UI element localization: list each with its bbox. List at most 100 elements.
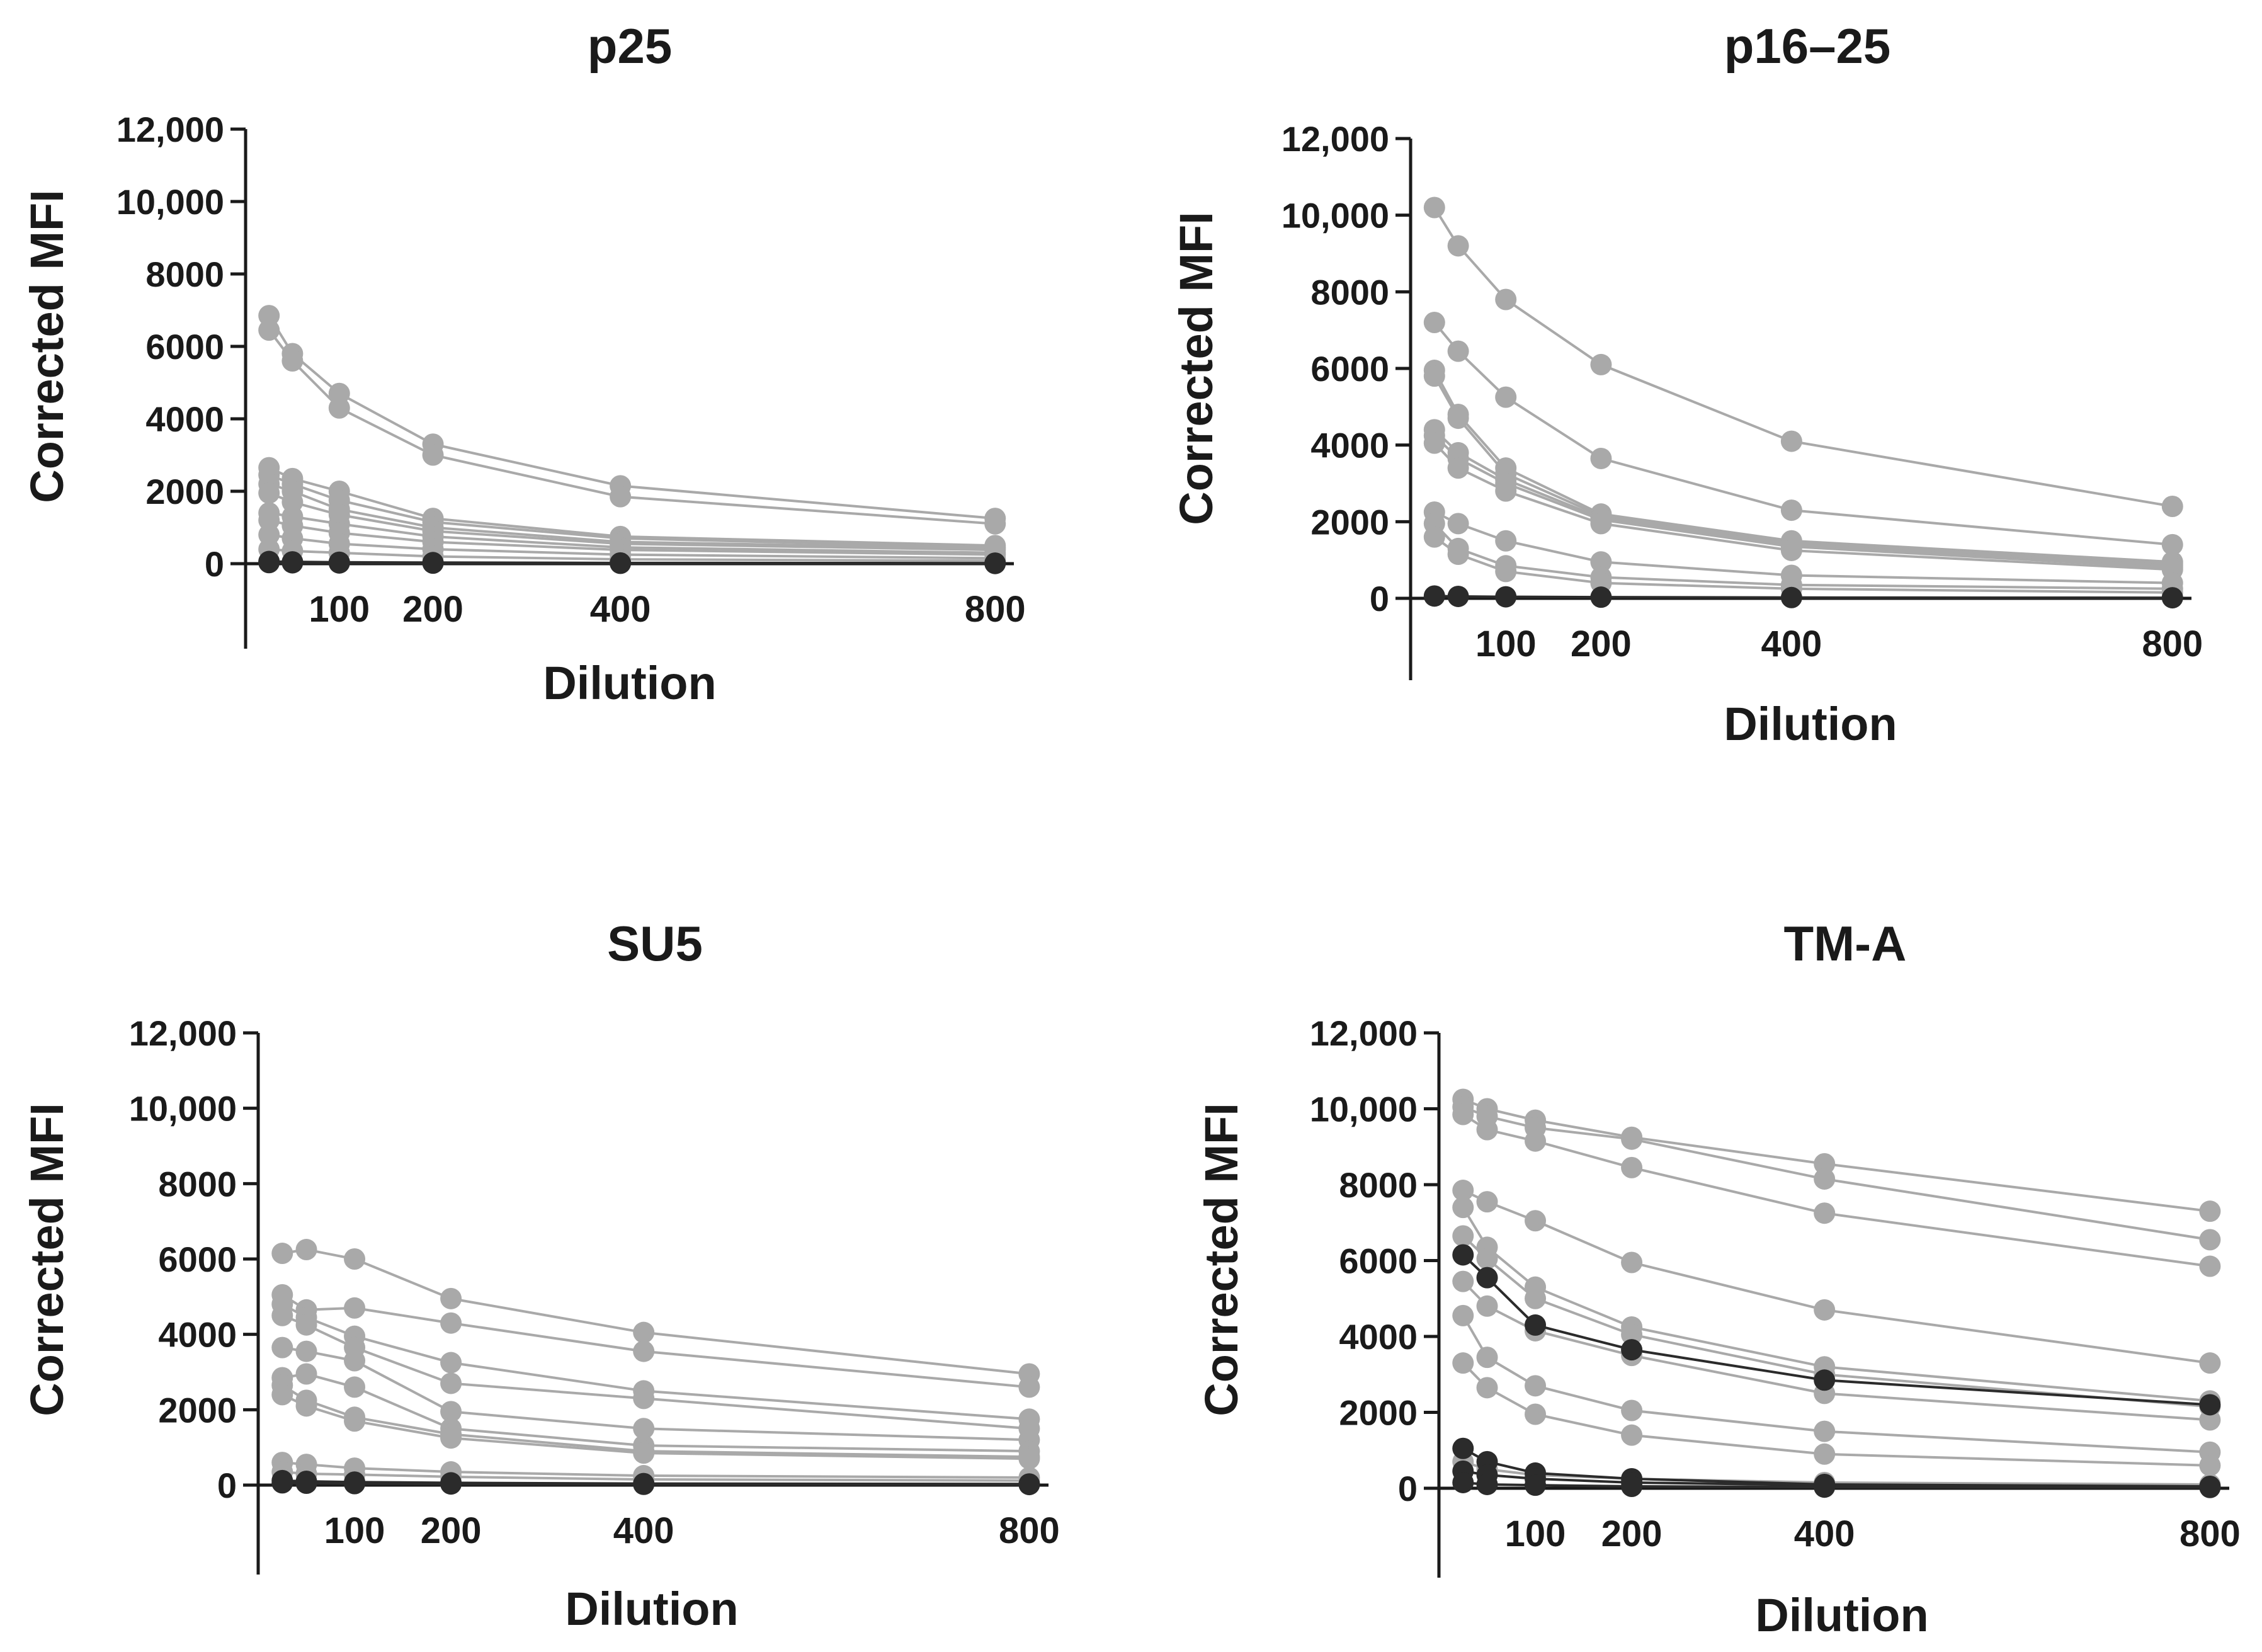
data-point (1447, 340, 1469, 362)
series-su5-s4 (271, 1304, 1040, 1440)
data-point (1423, 526, 1445, 548)
data-point (1621, 1339, 1643, 1361)
data-point (2161, 533, 2183, 555)
data-point (1476, 1119, 1498, 1141)
data-point (1452, 1352, 1474, 1374)
data-point (440, 1372, 462, 1394)
y-tick-label: 2000 (158, 1390, 237, 1430)
series-line (1462, 1254, 2210, 1406)
series-line (1433, 370, 2173, 564)
data-point (1452, 1244, 1474, 1266)
series-tma-n1 (1452, 1244, 2221, 1416)
data-point (344, 1473, 366, 1495)
data-point (2199, 1229, 2221, 1251)
data-point (295, 1314, 317, 1336)
data-point (440, 1401, 462, 1423)
data-point (1476, 1473, 1498, 1495)
data-point (633, 1321, 655, 1343)
data-point (1476, 1377, 1498, 1399)
y-tick-label: 6000 (145, 327, 224, 367)
series-line (1462, 1362, 2210, 1467)
series-line (281, 1248, 1030, 1376)
series-p25-s2 (258, 319, 1006, 535)
series-line (269, 561, 996, 565)
series-tma-s7 (1452, 1270, 2221, 1431)
x-tick-label: 800 (999, 1510, 1060, 1551)
y-tick-label: 4000 (145, 399, 224, 439)
data-point (2199, 1409, 2221, 1431)
data-point (633, 1340, 655, 1362)
x-tick-label: 400 (1794, 1513, 1855, 1554)
data-point (1452, 1180, 1474, 1202)
data-point (1018, 1376, 1040, 1398)
data-point (1525, 1130, 1547, 1152)
x-tick-label: 800 (965, 589, 1026, 630)
y-tick-label: 10,000 (1282, 196, 1389, 236)
data-point (271, 1472, 293, 1494)
series-tma-s8 (1452, 1304, 2221, 1463)
data-point (1621, 1475, 1643, 1497)
data-point (1495, 288, 1517, 310)
data-point (633, 1387, 655, 1410)
series-line (1433, 435, 2173, 569)
data-point (1476, 1248, 1498, 1270)
data-point (295, 1239, 317, 1261)
data-point (422, 552, 444, 574)
x-tick-label: 200 (1571, 624, 1632, 664)
data-point (344, 1248, 366, 1270)
data-point (271, 1336, 293, 1359)
y-tick-label: 8000 (145, 254, 224, 294)
data-point (633, 1418, 655, 1440)
data-point (440, 1473, 462, 1495)
series-group (1423, 197, 2183, 609)
series-tma-s9 (1452, 1352, 2221, 1476)
data-point (1447, 585, 1469, 607)
data-point (344, 1350, 366, 1372)
series-group (271, 1239, 1040, 1496)
data-point (440, 1352, 462, 1374)
x-axis-label: Dilution (543, 657, 716, 709)
series-tma-s2 (1452, 1096, 2221, 1251)
x-tick-label: 100 (324, 1510, 385, 1551)
panel-title: TM-A (1784, 916, 1907, 971)
data-point (1018, 1474, 1040, 1496)
data-point (1525, 1375, 1547, 1397)
data-point (1590, 551, 1612, 573)
data-point (1621, 1156, 1643, 1178)
data-point (1525, 1314, 1547, 1336)
data-point (984, 552, 1006, 574)
data-point (1452, 1304, 1474, 1326)
y-tick-label: 4000 (1310, 426, 1389, 465)
x-tick-label: 100 (1505, 1513, 1566, 1554)
data-point (295, 1395, 317, 1417)
series-line (268, 329, 996, 525)
data-point (2199, 1255, 2221, 1277)
data-point (344, 1376, 366, 1398)
series-group (258, 305, 1006, 574)
data-point (1476, 1191, 1498, 1213)
data-point (440, 1312, 462, 1334)
data-point (1814, 1168, 1836, 1190)
series-p25-s1 (258, 305, 1006, 530)
data-point (1423, 365, 1445, 387)
y-tick-label: 10,000 (129, 1089, 237, 1129)
axes: 0 2000 4000 6000 8000 10,000 12,000 100 200 400 80… (129, 1013, 1060, 1575)
data-point (1495, 561, 1517, 583)
data-point (1814, 1476, 1836, 1498)
series-tma-s1 (1452, 1088, 2221, 1222)
series-p16-s10 (1423, 526, 2183, 603)
data-point (1621, 1251, 1643, 1273)
data-point (2161, 587, 2183, 609)
x-axis-label: Dilution (1755, 1589, 1928, 1641)
data-point (258, 319, 280, 341)
panel-title: SU5 (607, 916, 703, 971)
axes: 0 2000 4000 6000 8000 10,000 12,000 100 200 400 80… (1282, 119, 2203, 680)
data-point (295, 1340, 317, 1362)
data-point (1476, 1267, 1498, 1289)
data-point (2199, 1200, 2221, 1222)
series-su5-n1 (271, 1469, 1040, 1495)
data-point (2199, 1454, 2221, 1476)
data-point (1423, 197, 1445, 219)
data-point (1525, 1287, 1547, 1309)
x-tick-label: 200 (421, 1510, 482, 1551)
